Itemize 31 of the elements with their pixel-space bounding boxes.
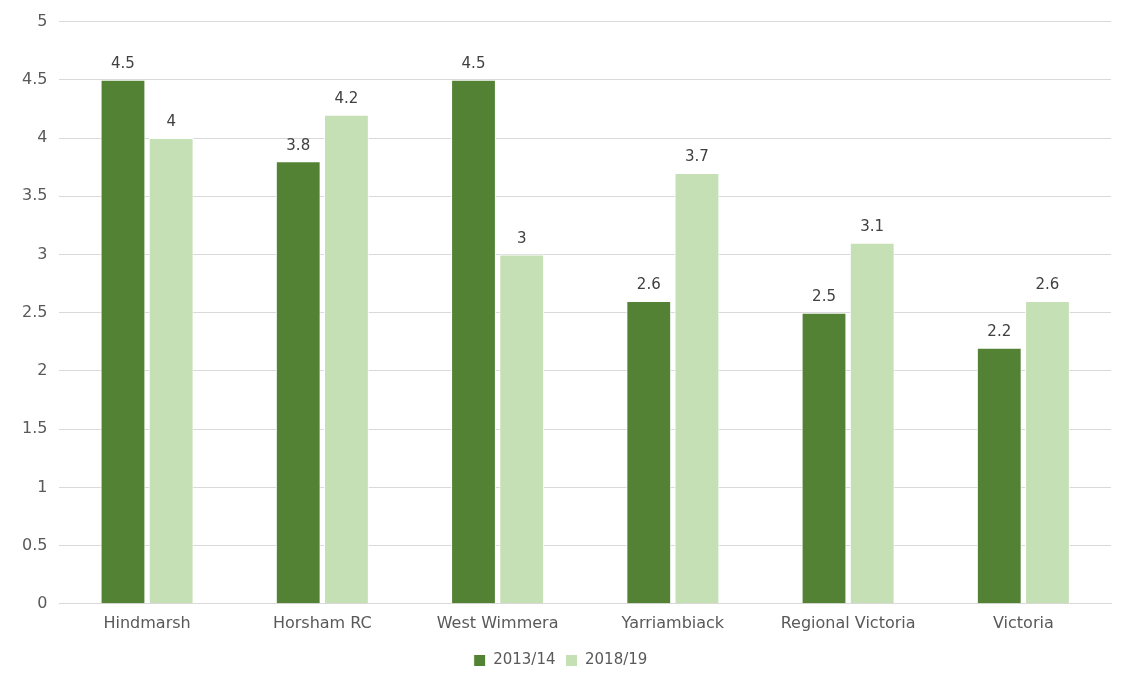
data-label: 4.5 bbox=[111, 54, 135, 73]
data-label: 2.2 bbox=[987, 322, 1012, 341]
data-label: 3.1 bbox=[860, 217, 885, 236]
x-tick-label: Horsham RC bbox=[272, 612, 372, 632]
data-label: 3.7 bbox=[685, 147, 709, 166]
y-tick-label: 1.5 bbox=[21, 418, 48, 438]
y-tick-label: 0.5 bbox=[21, 534, 48, 554]
data-label: 4.2 bbox=[334, 89, 359, 108]
data-label: 2.6 bbox=[636, 275, 661, 294]
legend-label: 2013/14 bbox=[493, 650, 556, 669]
data-label: 3 bbox=[516, 228, 527, 247]
y-tick-label: 4.5 bbox=[21, 68, 48, 88]
y-tick-label: 3 bbox=[37, 243, 48, 263]
x-tick-label: Hindmarsh bbox=[103, 612, 191, 632]
data-label: 2.6 bbox=[1035, 275, 1060, 294]
x-tick-label: Regional Victoria bbox=[780, 612, 916, 632]
x-tick-label: Yarriambiack bbox=[620, 612, 725, 632]
y-tick-label: 5 bbox=[37, 10, 48, 30]
x-tick-label: Victoria bbox=[993, 612, 1054, 632]
y-tick-label: 2.5 bbox=[21, 301, 48, 321]
y-tick-label: 1 bbox=[37, 476, 48, 496]
data-label: 3.8 bbox=[286, 135, 311, 154]
y-tick-label: 0 bbox=[37, 592, 48, 612]
data-label: 4 bbox=[166, 112, 176, 131]
data-label: 2.5 bbox=[812, 287, 836, 306]
legend-label: 2018/19 bbox=[585, 650, 648, 669]
x-tick-label: West Wimmera bbox=[436, 612, 559, 632]
y-tick-label: 4 bbox=[37, 127, 48, 147]
y-tick-label: 3.5 bbox=[21, 185, 48, 205]
y-tick-label: 2 bbox=[37, 360, 48, 380]
data-label: 4.5 bbox=[461, 54, 486, 73]
